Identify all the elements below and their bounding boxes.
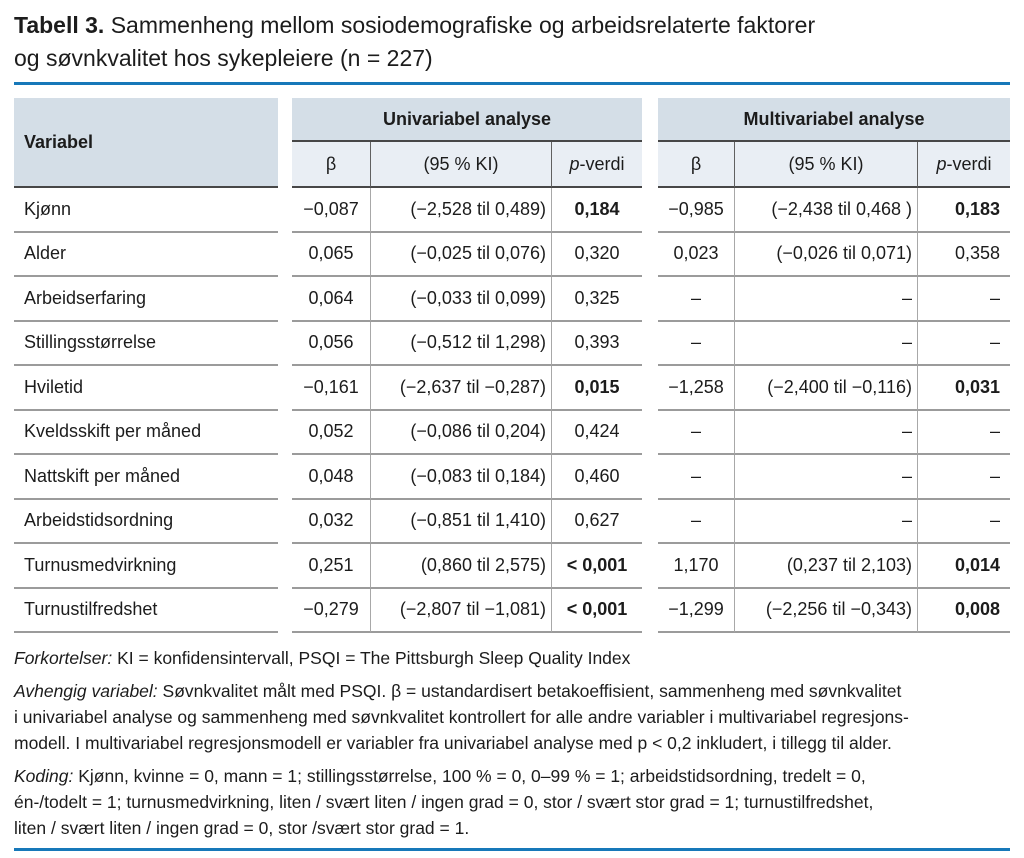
cell-uni-p: < 0,001	[552, 544, 642, 589]
table-title-text: Sammenheng mellom sosiodemografiske og a…	[14, 12, 816, 71]
cell-multi-beta: –	[658, 411, 734, 455]
cell-multi-ki: (0,237 til 2,103)	[734, 544, 918, 589]
page-title: Tabell 3. Sammenheng mellom sosiodemogra…	[14, 9, 1010, 75]
cell-multi-beta: 0,023	[658, 233, 734, 277]
cell-uni-p: 0,325	[552, 277, 642, 322]
cell-uni-ki: (−2,637 til −0,287)	[370, 366, 552, 411]
cell-uni-ki: (−0,083 til 0,184)	[370, 455, 552, 500]
cell-uni-beta: −0,161	[292, 366, 370, 411]
subheader-multi-beta: β	[658, 142, 734, 188]
cell-multi-beta: −1,299	[658, 589, 734, 633]
cell-multi-beta: –	[658, 455, 734, 500]
cell-variabel: Arbeidstidsordning	[14, 500, 278, 544]
cell-uni-ki: (−2,807 til −1,081)	[370, 588, 552, 633]
cell-multi-ki: (−2,256 til −0,343)	[734, 588, 918, 633]
subheader-uni-beta: β	[292, 142, 370, 188]
cell-uni-beta: 0,052	[292, 411, 370, 455]
bottom-rule	[14, 848, 1010, 851]
footnote-text: Kjønn, kvinne = 0, mann = 1; stillingsst…	[14, 766, 874, 838]
cell-uni-beta: −0,279	[292, 589, 370, 633]
cell-multi-p: 0,183	[918, 188, 1010, 233]
top-rule	[14, 82, 1010, 85]
cell-uni-p: 0,460	[552, 455, 642, 500]
cell-variabel: Turnustilfredshet	[14, 589, 278, 633]
cell-multi-p: –	[918, 322, 1010, 366]
cell-uni-ki: (−0,851 til 1,410)	[370, 499, 552, 544]
cell-uni-p: 0,627	[552, 500, 642, 544]
table-footnotes: Forkortelser: KI = konfidensintervall, P…	[14, 645, 1010, 841]
cell-multi-p: –	[918, 455, 1010, 500]
cell-uni-p: 0,424	[552, 411, 642, 455]
cell-multi-ki: –	[734, 410, 918, 455]
cell-uni-beta: 0,064	[292, 277, 370, 322]
cell-uni-ki: (−0,033 til 0,099)	[370, 277, 552, 322]
cell-multi-p: 0,014	[918, 544, 1010, 589]
cell-multi-ki: –	[734, 499, 918, 544]
cell-uni-beta: 0,048	[292, 455, 370, 500]
table-number-label: Tabell 3.	[14, 12, 105, 38]
header-multivariabel-analyse: Multivariabel analyse	[658, 98, 1010, 142]
cell-multi-beta: −1,258	[658, 366, 734, 411]
cell-multi-ki: –	[734, 455, 918, 500]
cell-uni-p: 0,320	[552, 233, 642, 277]
cell-uni-ki: (−0,512 til 1,298)	[370, 321, 552, 366]
cell-multi-beta: 1,170	[658, 544, 734, 589]
cell-variabel: Arbeidserfaring	[14, 277, 278, 322]
cell-variabel: Nattskift per måned	[14, 455, 278, 500]
cell-uni-p: < 0,001	[552, 589, 642, 633]
subheader-multi-ki: (95 % KI)	[734, 142, 918, 188]
cell-uni-p: 0,393	[552, 322, 642, 366]
footnote-text: KI = konfidensintervall, PSQI = The Pitt…	[117, 648, 631, 668]
cell-multi-ki: –	[734, 277, 918, 322]
cell-multi-ki: (−2,438 til 0,468 )	[734, 188, 918, 233]
cell-multi-beta: –	[658, 277, 734, 322]
cell-uni-beta: 0,032	[292, 500, 370, 544]
subheader-multi-p-verdi: p -verdi	[918, 142, 1010, 188]
footnote-lead: Forkortelser:	[14, 648, 113, 668]
cell-variabel: Kveldsskift per måned	[14, 411, 278, 455]
subheader-uni-p-verdi: p -verdi	[552, 142, 642, 188]
footnote-coding: Koding: Kjønn, kvinne = 0, mann = 1; sti…	[14, 763, 1010, 841]
cell-multi-beta: –	[658, 500, 734, 544]
footnote-dependent-variable: Avhengig variabel: Søvnkvalitet målt med…	[14, 678, 1010, 756]
cell-multi-ki: (−2,400 til −0,116)	[734, 366, 918, 411]
cell-uni-beta: 0,065	[292, 233, 370, 277]
footnote-text: Søvnkvalitet målt med PSQI. β = ustandar…	[14, 681, 909, 753]
footnote-lead: Avhengig variabel:	[14, 681, 158, 701]
cell-multi-p: 0,008	[918, 589, 1010, 633]
cell-variabel: Turnusmedvirkning	[14, 544, 278, 589]
cell-uni-p: 0,015	[552, 366, 642, 411]
footnote-abbreviations: Forkortelser: KI = konfidensintervall, P…	[14, 645, 1010, 671]
cell-uni-ki: (−2,528 til 0,489)	[370, 188, 552, 233]
cell-variabel: Stillingsstørrelse	[14, 322, 278, 366]
cell-variabel: Kjønn	[14, 188, 278, 233]
cell-uni-beta: −0,087	[292, 188, 370, 233]
footnote-lead: Koding:	[14, 766, 74, 786]
results-table: Variabel Univariabel analyse Multivariab…	[14, 98, 1010, 633]
cell-uni-ki: (−0,025 til 0,076)	[370, 232, 552, 277]
header-univariabel-analyse: Univariabel analyse	[292, 98, 642, 142]
cell-uni-p: 0,184	[552, 188, 642, 233]
subheader-uni-ki: (95 % KI)	[370, 142, 552, 188]
cell-multi-ki: –	[734, 321, 918, 366]
cell-variabel: Hviletid	[14, 366, 278, 411]
cell-multi-p: –	[918, 277, 1010, 322]
cell-variabel: Alder	[14, 233, 278, 277]
cell-multi-p: 0,358	[918, 233, 1010, 277]
cell-multi-beta: –	[658, 322, 734, 366]
cell-uni-beta: 0,056	[292, 322, 370, 366]
cell-multi-p: –	[918, 411, 1010, 455]
cell-uni-ki: (0,860 til 2,575)	[370, 544, 552, 589]
cell-multi-ki: (−0,026 til 0,071)	[734, 232, 918, 277]
cell-uni-beta: 0,251	[292, 544, 370, 589]
cell-multi-p: 0,031	[918, 366, 1010, 411]
cell-multi-p: –	[918, 500, 1010, 544]
cell-uni-ki: (−0,086 til 0,204)	[370, 410, 552, 455]
cell-multi-beta: −0,985	[658, 188, 734, 233]
header-variabel: Variabel	[14, 98, 278, 188]
